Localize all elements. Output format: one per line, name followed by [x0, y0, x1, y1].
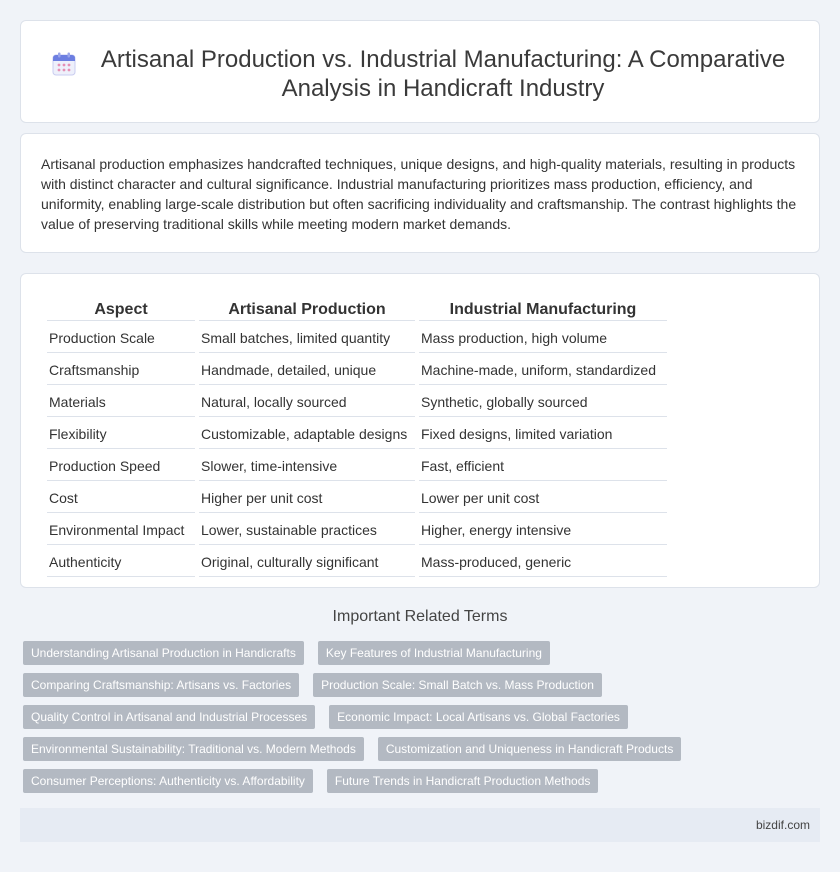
- table-cell: Small batches, limited quantity: [199, 323, 415, 353]
- related-terms-title: Important Related Terms: [332, 608, 508, 625]
- related-term-tag[interactable]: Understanding Artisanal Production in Ha…: [23, 641, 304, 665]
- related-term-tag[interactable]: Economic Impact: Local Artisans vs. Glob…: [329, 705, 628, 729]
- comparison-table-card: Aspect Artisanal Production Industrial M…: [20, 273, 820, 588]
- footer: bizdif.com: [20, 808, 820, 842]
- footer-site-link[interactable]: bizdif.com: [755, 818, 810, 832]
- table-cell: Slower, time-intensive: [199, 451, 415, 481]
- table-row: Flexibility Customizable, adaptable desi…: [47, 419, 667, 449]
- table-row: Authenticity Original, culturally signif…: [47, 547, 667, 577]
- table-row: Production Scale Small batches, limited …: [47, 323, 667, 353]
- column-header-aspect: Aspect: [47, 298, 195, 321]
- related-term-tag[interactable]: Quality Control in Artisanal and Industr…: [23, 705, 316, 729]
- table-cell: Fixed designs, limited variation: [419, 419, 667, 449]
- related-term-tag[interactable]: Production Scale: Small Batch vs. Mass P…: [313, 673, 602, 697]
- table-cell: Environmental Impact: [47, 515, 195, 545]
- table-cell: Natural, locally sourced: [199, 387, 415, 417]
- table-row: Craftsmanship Handmade, detailed, unique…: [47, 355, 667, 385]
- table-header-row: Aspect Artisanal Production Industrial M…: [47, 298, 667, 321]
- calendar-icon: [51, 45, 97, 82]
- table-cell: Original, culturally significant: [199, 547, 415, 577]
- table-cell: Production Speed: [47, 451, 195, 481]
- related-terms-list: Understanding Artisanal Production in Ha…: [23, 641, 813, 793]
- column-header-artisanal: Artisanal Production: [199, 298, 415, 321]
- table-cell: Customizable, adaptable designs: [199, 419, 415, 449]
- related-term-tag[interactable]: Consumer Perceptions: Authenticity vs. A…: [23, 769, 313, 793]
- table-row: Materials Natural, locally sourced Synth…: [47, 387, 667, 417]
- column-header-industrial: Industrial Manufacturing: [419, 298, 667, 321]
- table-cell: Higher, energy intensive: [419, 515, 667, 545]
- intro-card: Artisanal production emphasizes handcraf…: [20, 133, 820, 253]
- related-term-tag[interactable]: Environmental Sustainability: Traditiona…: [23, 737, 364, 761]
- comparison-table: Aspect Artisanal Production Industrial M…: [43, 296, 671, 579]
- table-cell: Fast, efficient: [419, 451, 667, 481]
- table-cell: Production Scale: [47, 323, 195, 353]
- table-row: Environmental Impact Lower, sustainable …: [47, 515, 667, 545]
- related-term-tag[interactable]: Customization and Uniqueness in Handicra…: [377, 737, 682, 761]
- table-cell: Flexibility: [47, 419, 195, 449]
- table-cell: Synthetic, globally sourced: [419, 387, 667, 417]
- table-cell: Authenticity: [47, 547, 195, 577]
- table-cell: Materials: [47, 387, 195, 417]
- table-cell: Lower per unit cost: [419, 483, 667, 513]
- table-cell: Higher per unit cost: [199, 483, 415, 513]
- table-cell: Cost: [47, 483, 195, 513]
- header-card: Artisanal Production vs. Industrial Manu…: [20, 20, 820, 123]
- table-row: Cost Higher per unit cost Lower per unit…: [47, 483, 667, 513]
- table-cell: Machine-made, uniform, standardized: [419, 355, 667, 385]
- table-cell: Lower, sustainable practices: [199, 515, 415, 545]
- table-cell: Handmade, detailed, unique: [199, 355, 415, 385]
- related-term-tag[interactable]: Future Trends in Handicraft Production M…: [326, 769, 599, 793]
- table-cell: Craftsmanship: [47, 355, 195, 385]
- table-row: Production Speed Slower, time-intensive …: [47, 451, 667, 481]
- table-cell: Mass production, high volume: [419, 323, 667, 353]
- page-title: Artisanal Production vs. Industrial Manu…: [100, 46, 786, 102]
- related-term-tag[interactable]: Comparing Craftsmanship: Artisans vs. Fa…: [23, 673, 300, 697]
- related-term-tag[interactable]: Key Features of Industrial Manufacturing: [317, 641, 550, 665]
- intro-paragraph: Artisanal production emphasizes handcraf…: [41, 156, 797, 232]
- table-cell: Mass-produced, generic: [419, 547, 667, 577]
